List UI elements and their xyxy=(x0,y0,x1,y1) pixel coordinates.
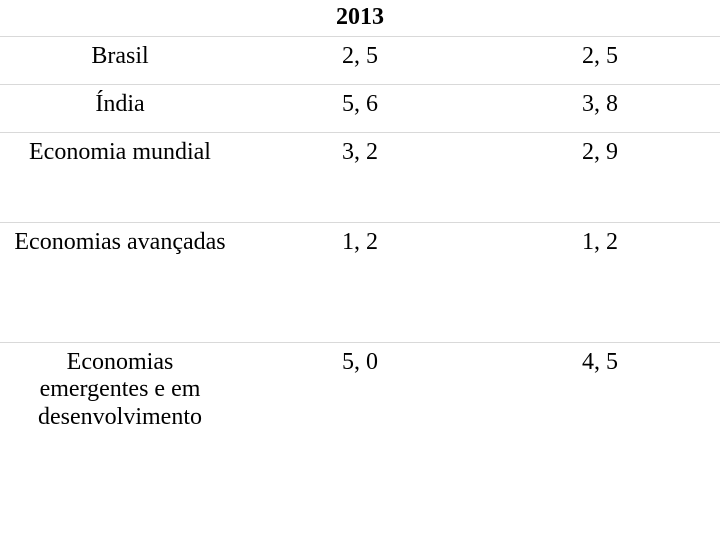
table-row: Economias avançadas 1, 2 1, 2 xyxy=(0,222,720,342)
data-table: 2013 Brasil 2, 5 2, 5 Índia 5, 6 3, 8 Ec… xyxy=(0,0,720,540)
cell-avanc-v2: 1, 2 xyxy=(480,222,720,342)
row-label-avanc: Economias avançadas xyxy=(0,222,240,342)
table-title: 2013 xyxy=(0,0,720,36)
row-label-emerg: Economias emergentes e em desenvolviment… xyxy=(0,342,240,540)
row-label-india: Índia xyxy=(0,84,240,132)
cell-emerg-v1: 5, 0 xyxy=(240,342,480,540)
cell-avanc-v1: 1, 2 xyxy=(240,222,480,342)
cell-mundial-v2: 2, 9 xyxy=(480,132,720,222)
row-label-mundial: Economia mundial xyxy=(0,132,240,222)
cell-india-v1: 5, 6 xyxy=(240,84,480,132)
cell-brasil-v2: 2, 5 xyxy=(480,36,720,84)
cell-mundial-v1: 3, 2 xyxy=(240,132,480,222)
table-row: Economia mundial 3, 2 2, 9 xyxy=(0,132,720,222)
cell-emerg-v2: 4, 5 xyxy=(480,342,720,540)
cell-india-v2: 3, 8 xyxy=(480,84,720,132)
table-row: Índia 5, 6 3, 8 xyxy=(0,84,720,132)
row-label-brasil: Brasil xyxy=(0,36,240,84)
title-row: 2013 xyxy=(0,0,720,36)
table-row: Economias emergentes e em desenvolviment… xyxy=(0,342,720,540)
cell-brasil-v1: 2, 5 xyxy=(240,36,480,84)
table-row: Brasil 2, 5 2, 5 xyxy=(0,36,720,84)
